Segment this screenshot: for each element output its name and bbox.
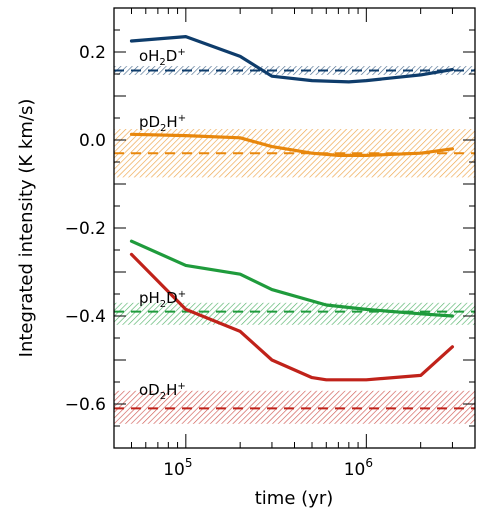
- series-label-pd2h: pD2H+: [139, 113, 186, 134]
- y-tick-label: −0.2: [65, 219, 106, 239]
- x-axis-label: time (yr): [255, 488, 334, 509]
- series-line-pd2h: [129, 132, 454, 157]
- series-label-ph2d: pH2D+: [139, 289, 186, 310]
- series-line-oh2d: [129, 34, 454, 84]
- x-tick-label: 106: [344, 456, 373, 480]
- series-label-od2h: oD2H+: [139, 381, 186, 402]
- y-tick-label: 0.2: [79, 43, 106, 63]
- series-line-od2h: [129, 252, 454, 382]
- series-label-oh2d: oH2D+: [139, 47, 186, 68]
- band-od2h: [114, 390, 475, 424]
- y-tick-label: 0.0: [79, 131, 106, 151]
- y-tick-label: −0.4: [65, 307, 106, 327]
- band-ph2d: [114, 302, 475, 325]
- band-oh2d: [114, 66, 475, 75]
- y-axis-label: Integrated intensity (K km/s): [16, 99, 37, 358]
- y-tick-label: −0.6: [65, 395, 106, 415]
- x-tick-label: 105: [163, 456, 192, 480]
- series-line-ph2d: [129, 239, 454, 318]
